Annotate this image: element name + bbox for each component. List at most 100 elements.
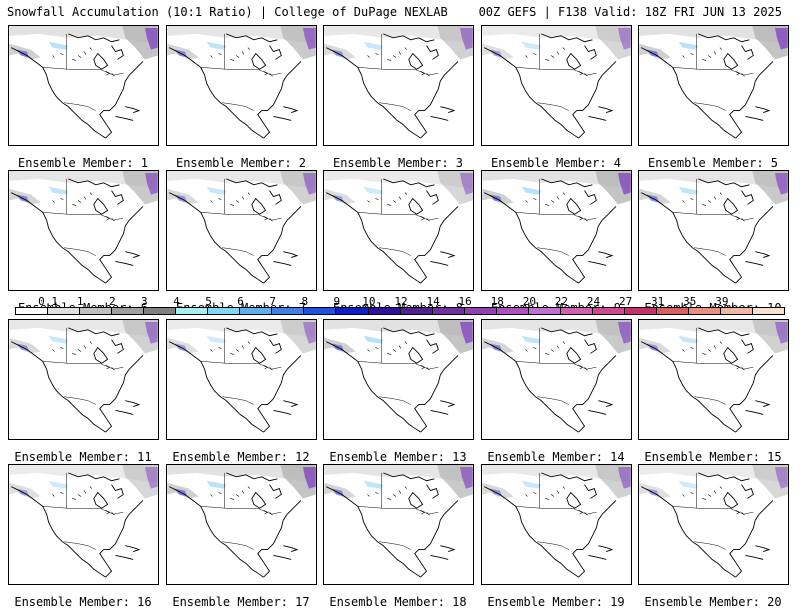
colorbar-tick-label: 16 xyxy=(458,295,472,308)
snow-area xyxy=(521,186,542,195)
colorbar-tick-label: 12 xyxy=(394,295,408,308)
country-borders xyxy=(42,33,124,111)
country-borders xyxy=(42,327,124,405)
snow-area xyxy=(48,480,69,489)
snow-area xyxy=(617,172,631,195)
map-title: Snowfall Accumulation (10:1 Ratio) | Col… xyxy=(7,5,448,19)
lakes xyxy=(210,192,273,222)
colorbar-swatch xyxy=(80,308,113,314)
lakes xyxy=(210,47,273,77)
snowfall-shading xyxy=(324,465,473,499)
colorbar-tick-label: 18 xyxy=(490,295,504,308)
snowfall-shading xyxy=(9,171,158,205)
lakes xyxy=(525,486,588,516)
colorbar-swatch xyxy=(496,308,529,314)
colorbar-swatch xyxy=(656,308,689,314)
country-borders xyxy=(515,178,597,256)
colorbar-tick-label: 1 xyxy=(76,295,84,308)
colorbar-swatch xyxy=(48,308,81,314)
coastline xyxy=(169,472,302,578)
snow-area xyxy=(482,465,631,483)
lakes xyxy=(682,341,745,371)
colorbar-tick-label: 31 xyxy=(651,295,665,308)
snowfall-shading xyxy=(482,171,631,205)
snow-area xyxy=(678,480,699,489)
snowfall-shading xyxy=(482,465,631,499)
snow-area xyxy=(324,26,473,44)
colorbar-tick-label: 8 xyxy=(301,295,309,308)
snow-area xyxy=(9,26,158,44)
colorbar-tick-label: 5 xyxy=(205,295,212,308)
ensemble-member-label: Ensemble Member: 4 xyxy=(490,156,622,170)
snow-area xyxy=(324,320,473,338)
snow-area xyxy=(774,321,788,344)
ensemble-member-map xyxy=(481,25,632,146)
country-borders xyxy=(672,33,754,111)
snow-area xyxy=(482,26,631,44)
snow-area xyxy=(9,171,158,189)
snow-area xyxy=(521,335,542,344)
ensemble-member-map xyxy=(638,319,789,440)
country-borders xyxy=(200,178,282,256)
colorbar-swatch xyxy=(208,308,241,314)
colorbar-swatch xyxy=(240,308,273,314)
ensemble-member-label: Ensemble Member: 19 xyxy=(487,595,625,609)
colorbar-swatch xyxy=(368,308,401,314)
snow-area xyxy=(639,465,788,483)
colorbar-tick-label: 35 xyxy=(683,295,697,308)
colorbar-swatch xyxy=(144,308,177,314)
colorbar-swatch xyxy=(16,308,49,314)
coastline xyxy=(169,327,302,433)
country-borders xyxy=(515,327,597,405)
snowfall-shading xyxy=(9,465,158,499)
snow-area xyxy=(363,335,384,344)
lakes xyxy=(682,47,745,77)
ensemble-member-map xyxy=(638,25,789,146)
colorbar-swatch xyxy=(753,308,785,314)
lakes xyxy=(525,341,588,371)
snow-area xyxy=(363,480,384,489)
coastline xyxy=(11,33,144,139)
snow-area xyxy=(774,466,788,489)
ensemble-member-label: Ensemble Member: 16 xyxy=(14,595,152,609)
snow-area xyxy=(521,480,542,489)
coastline xyxy=(326,472,459,578)
ensemble-member-map xyxy=(481,319,632,440)
country-borders xyxy=(42,472,124,550)
snowfall-shading xyxy=(167,320,316,354)
snow-area xyxy=(144,27,158,50)
snow-area xyxy=(678,41,699,50)
snow-area xyxy=(617,321,631,344)
snowfall-shading xyxy=(639,320,788,354)
colorbar-swatch xyxy=(304,308,337,314)
country-borders xyxy=(672,472,754,550)
snowfall-shading xyxy=(482,320,631,354)
coastline xyxy=(484,178,617,284)
ensemble-member-map xyxy=(323,464,474,585)
country-borders xyxy=(515,472,597,550)
ensemble-member-label: Ensemble Member: 2 xyxy=(175,156,307,170)
snow-area xyxy=(144,466,158,489)
lakes xyxy=(52,47,115,77)
colorbar-swatch xyxy=(592,308,625,314)
lakes xyxy=(367,341,430,371)
lakes xyxy=(682,192,745,222)
lakes xyxy=(52,486,115,516)
snow-area xyxy=(167,320,316,338)
colorbar-tick-label: 3 xyxy=(141,295,148,308)
ensemble-member-label: Ensemble Member: 12 xyxy=(172,450,310,464)
country-borders xyxy=(200,472,282,550)
snowfall-shading xyxy=(9,26,158,60)
snow-area xyxy=(206,186,227,195)
snow-area xyxy=(48,41,69,50)
coastline xyxy=(641,327,774,433)
coastline xyxy=(169,178,302,284)
snowfall-shading xyxy=(167,171,316,205)
ensemble-member-map xyxy=(638,464,789,585)
snow-area xyxy=(302,172,316,195)
snow-area xyxy=(302,466,316,489)
colorbar-tick-label: 24 xyxy=(586,295,601,308)
lakes xyxy=(367,47,430,77)
coastline xyxy=(326,33,459,139)
colorbar-tick-label: 20 xyxy=(522,295,536,308)
